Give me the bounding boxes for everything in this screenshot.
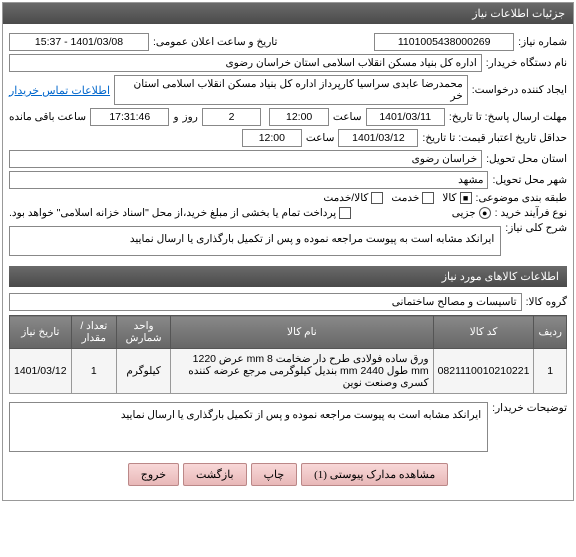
value-req-no: 1101005438000269 bbox=[374, 33, 514, 51]
cell-unit: کیلوگرم bbox=[117, 349, 171, 394]
value-province: خراسان رضوی bbox=[9, 150, 482, 168]
value-creator: محمدرضا عابدی سراسیا کارپرداز اداره کل ب… bbox=[114, 75, 468, 105]
label-day: روز bbox=[183, 111, 198, 123]
items-table: ردیف کد کالا نام کالا واحد شمارش تعداد /… bbox=[9, 315, 567, 394]
label-resp-deadline: مهلت ارسال پاسخ: تا تاریخ: bbox=[449, 111, 567, 123]
value-remain-days: 2 bbox=[202, 108, 262, 126]
value-general-desc: ایرانکد مشابه است به پیوست مراجعه نموده … bbox=[9, 226, 501, 256]
label-subject-group: طبقه بندی موضوعی: bbox=[476, 192, 567, 204]
label-pub-date: تاریخ و ساعت اعلان عمومی: bbox=[153, 36, 277, 48]
th-name: نام کالا bbox=[171, 316, 433, 349]
back-button[interactable]: بازگشت bbox=[183, 463, 247, 486]
th-idx: ردیف bbox=[534, 316, 567, 349]
cell-name: ورق ساده فولادی طرح دار ضخامت 8 mm عرض 1… bbox=[171, 349, 433, 394]
checkbox-note[interactable] bbox=[339, 207, 351, 219]
label-valid-min: حداقل تاریخ اعتبار قیمت: تا تاریخ: bbox=[422, 132, 567, 144]
label-goods: کالا bbox=[442, 192, 456, 204]
checkbox-goods[interactable]: ■ bbox=[460, 192, 472, 204]
th-qty: تعداد / مقدار bbox=[71, 316, 116, 349]
radio-partial[interactable]: ● bbox=[479, 207, 491, 219]
label-note: پرداخت تمام یا بخشی از مبلغ خرید،از محل … bbox=[9, 207, 336, 219]
label-buyer-notes: توضیحات خریدار: bbox=[492, 402, 567, 414]
cell-code: 0821110010210221 bbox=[433, 349, 534, 394]
value-resp-date: 1401/03/11 bbox=[366, 108, 445, 126]
label-general-desc: شرح کلی نیاز: bbox=[505, 222, 567, 234]
attachments-button[interactable]: مشاهده مدارک پیوستی (1) bbox=[301, 463, 448, 486]
label-goods-group: گروه کالا: bbox=[526, 296, 567, 308]
cell-date: 1401/03/12 bbox=[10, 349, 72, 394]
contact-link[interactable]: اطلاعات تماس خریدار bbox=[9, 84, 110, 97]
value-goods-group: تاسیسات و مصالح ساختمانی bbox=[9, 293, 522, 311]
th-code: کد کالا bbox=[433, 316, 534, 349]
cell-qty: 1 bbox=[71, 349, 116, 394]
label-creator: ایجاد کننده درخواست: bbox=[472, 84, 567, 96]
value-buyer-notes[interactable] bbox=[9, 402, 488, 452]
label-hour-1: ساعت bbox=[333, 111, 362, 123]
table-row: 1 0821110010210221 ورق ساده فولادی طرح د… bbox=[10, 349, 567, 394]
label-req-no: شماره نیاز: bbox=[518, 36, 567, 48]
value-buyer-org: اداره کل بنیاد مسکن انقلاب اسلامی استان … bbox=[9, 54, 482, 72]
checkbox-service[interactable] bbox=[422, 192, 434, 204]
panel-title: جزئیات اطلاعات نیاز bbox=[3, 3, 573, 24]
value-resp-time: 12:00 bbox=[269, 108, 329, 126]
value-pub-date: 1401/03/08 - 15:37 bbox=[9, 33, 149, 51]
label-remaining: ساعت باقی مانده bbox=[9, 111, 86, 123]
th-date: تاریخ نیاز bbox=[10, 316, 72, 349]
th-unit: واحد شمارش bbox=[117, 316, 171, 349]
label-hour-2: ساعت bbox=[306, 132, 335, 144]
value-valid-time: 12:00 bbox=[242, 129, 302, 147]
value-city: مشهد bbox=[9, 171, 488, 189]
label-buyer-org: نام دستگاه خریدار: bbox=[486, 57, 567, 69]
print-button[interactable]: چاپ bbox=[251, 463, 298, 486]
exit-button[interactable]: خروج bbox=[128, 463, 179, 486]
checkbox-both[interactable] bbox=[371, 192, 383, 204]
value-remain-time: 17:31:46 bbox=[90, 108, 169, 126]
label-and: و bbox=[173, 111, 178, 123]
label-city: شهر محل تحویل: bbox=[492, 174, 567, 186]
items-header: اطلاعات کالاهای مورد نیاز bbox=[9, 266, 567, 287]
cell-idx: 1 bbox=[534, 349, 567, 394]
label-partial: جزیی bbox=[452, 207, 476, 219]
label-buy-type: نوع فرآیند خرید : bbox=[495, 207, 567, 219]
label-both: کالا/خدمت bbox=[323, 192, 368, 204]
value-valid-date: 1401/03/12 bbox=[338, 129, 418, 147]
label-service: خدمت bbox=[391, 192, 419, 204]
label-province: استان محل تحویل: bbox=[486, 153, 567, 165]
